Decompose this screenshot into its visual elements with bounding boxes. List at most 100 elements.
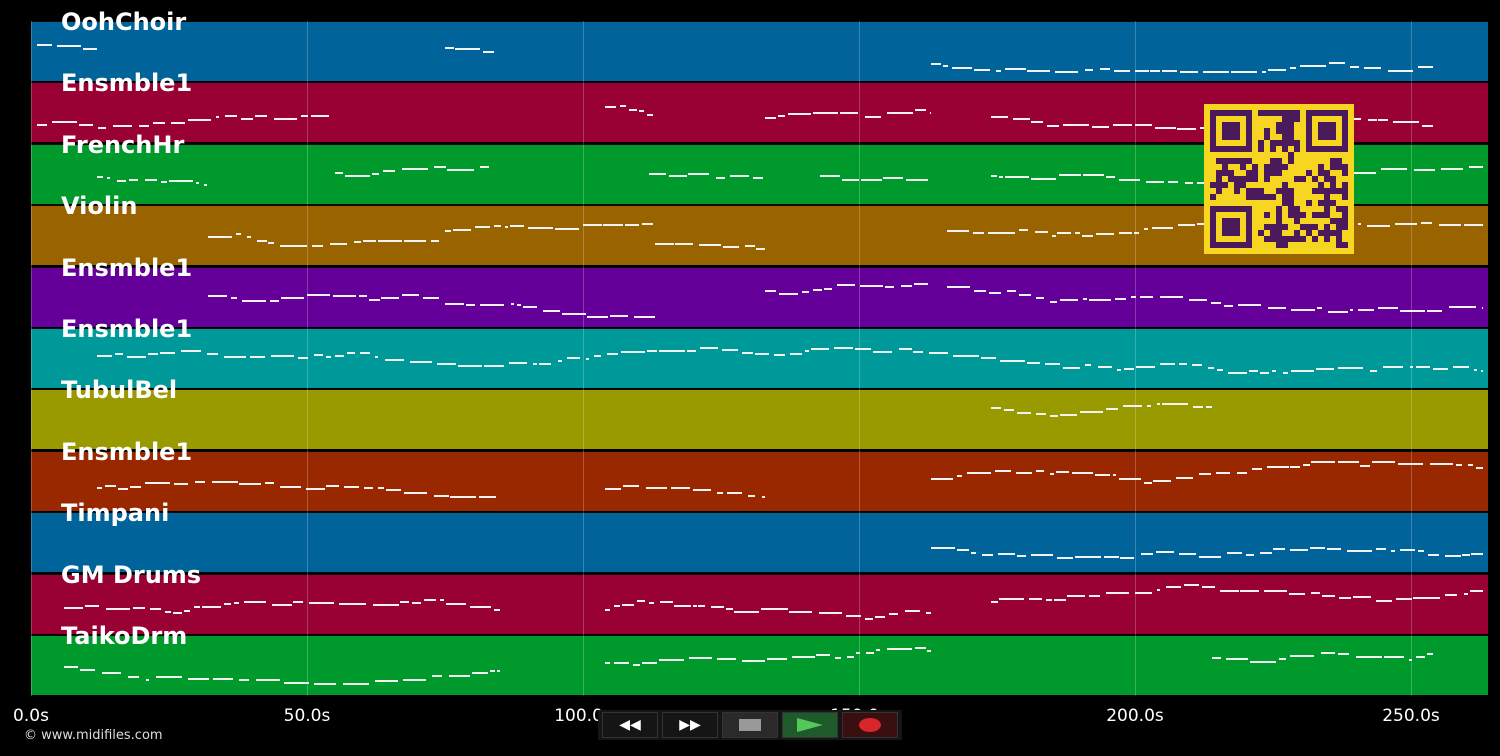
- midi-note: [1144, 481, 1152, 484]
- midi-note: [188, 118, 212, 121]
- midi-note: [1118, 232, 1132, 235]
- midi-note: [621, 603, 634, 606]
- midi-note: [716, 658, 736, 661]
- midi-note: [1310, 547, 1326, 550]
- midi-note: [787, 112, 812, 115]
- midi-note: [183, 609, 190, 612]
- midi-note: [445, 302, 465, 305]
- midi-note: [1177, 223, 1195, 226]
- track-lane[interactable]: TaikoDrm: [31, 622, 1488, 695]
- midi-note: [859, 285, 883, 287]
- midi-note: [305, 487, 325, 490]
- midi-note: [440, 599, 445, 602]
- midi-note: [36, 123, 47, 126]
- midi-note: [692, 488, 711, 491]
- midi-note: [1016, 555, 1027, 558]
- midi-note: [904, 610, 921, 613]
- midi-note: [206, 353, 218, 355]
- midi-note: [1396, 597, 1412, 600]
- track-lane[interactable]: TubulBel: [31, 376, 1488, 450]
- midi-note: [1422, 125, 1434, 128]
- record-button[interactable]: [842, 712, 898, 738]
- midi-note: [778, 115, 785, 118]
- stop-button[interactable]: [722, 712, 778, 738]
- midi-note: [127, 356, 147, 358]
- midi-note: [742, 660, 765, 663]
- midi-note: [1417, 550, 1424, 553]
- midi-note: [1456, 463, 1462, 466]
- midi-note: [269, 300, 280, 303]
- midi-note: [660, 601, 673, 604]
- midi-note: [1266, 466, 1289, 469]
- midi-note: [956, 474, 963, 477]
- midi-note: [605, 487, 622, 490]
- midi-note: [1421, 222, 1433, 225]
- midi-note: [423, 296, 439, 299]
- track-lane[interactable]: Ensmble1: [31, 438, 1488, 511]
- midi-note: [1471, 553, 1483, 556]
- midi-note: [900, 284, 912, 287]
- midi-note: [632, 663, 640, 666]
- midi-note: [207, 235, 233, 238]
- track-name: Ensmble1: [61, 253, 193, 282]
- midi-note: [472, 672, 489, 675]
- track-name: FrenchHr: [61, 130, 185, 159]
- midi-note: [873, 351, 892, 354]
- midi-note: [1028, 598, 1043, 601]
- midi-note: [1369, 369, 1377, 372]
- rewind-button[interactable]: ◀◀: [602, 712, 658, 738]
- midi-note: [727, 492, 742, 495]
- track-lane[interactable]: Ensmble1: [31, 254, 1488, 327]
- midi-note: [527, 227, 554, 230]
- midi-note: [693, 605, 697, 608]
- midi-note: [343, 485, 359, 488]
- midi-note: [97, 175, 103, 178]
- midi-note: [1202, 586, 1216, 589]
- midi-note: [238, 482, 261, 485]
- midi-note: [1433, 367, 1449, 370]
- midi-note: [1075, 232, 1080, 235]
- play-button[interactable]: [782, 712, 838, 738]
- midi-note: [1290, 309, 1316, 312]
- midi-note: [36, 44, 52, 47]
- midi-note: [752, 177, 764, 180]
- track-lane[interactable]: Timpani: [31, 499, 1488, 573]
- midi-note: [403, 239, 426, 242]
- midi-note: [991, 600, 998, 603]
- track-lane[interactable]: OohChoir: [31, 8, 1488, 81]
- midi-note: [1165, 586, 1181, 589]
- midi-note: [383, 169, 396, 172]
- midi-note: [1315, 368, 1334, 371]
- midi-note: [1415, 366, 1430, 369]
- midi-note: [1259, 551, 1272, 554]
- midi-note: [981, 554, 993, 557]
- tick-label: 50.0s: [283, 706, 331, 726]
- track-lane[interactable]: GM Drums: [31, 561, 1488, 634]
- fast-forward-button[interactable]: ▶▶: [662, 712, 718, 738]
- midi-note: [1049, 300, 1057, 303]
- midi-note: [1146, 404, 1152, 407]
- track-lane[interactable]: Ensmble1: [31, 315, 1488, 388]
- midi-note: [273, 118, 297, 121]
- midi-note: [378, 487, 384, 490]
- midi-note: [929, 352, 949, 355]
- midi-note: [155, 675, 183, 678]
- midi-note: [1367, 119, 1377, 122]
- midi-note: [994, 470, 1011, 473]
- midi-note: [254, 115, 268, 118]
- credit-text: © www.midifiles.com: [24, 728, 163, 743]
- midi-note: [213, 677, 234, 680]
- midi-note: [1150, 70, 1160, 73]
- midi-note: [479, 165, 490, 168]
- midi-note: [1357, 309, 1375, 312]
- midi-note: [115, 353, 124, 356]
- midi-note: [1140, 552, 1153, 555]
- midi-note: [298, 356, 309, 359]
- track-name: Timpani: [61, 499, 170, 528]
- midi-note: [557, 360, 562, 363]
- midi-note: [1237, 304, 1262, 307]
- midi-note: [1212, 657, 1222, 660]
- midi-note: [1328, 310, 1348, 313]
- midi-note: [1316, 307, 1323, 310]
- midi-note: [765, 289, 776, 292]
